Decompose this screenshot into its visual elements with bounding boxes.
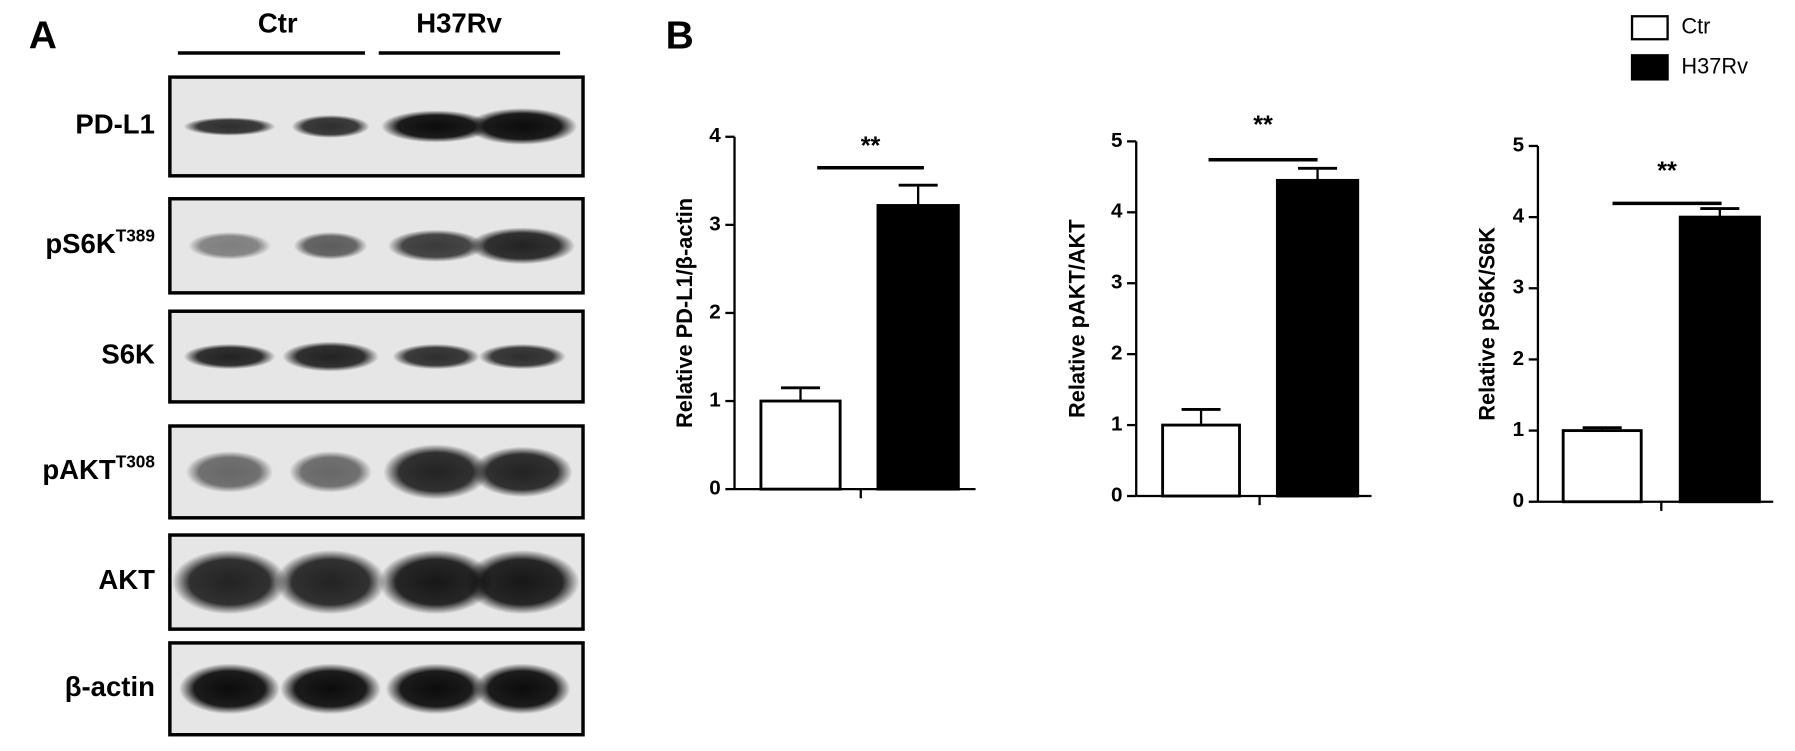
- bar: [759, 399, 842, 491]
- band: [383, 444, 489, 500]
- row-label-text: pAKT: [42, 454, 116, 485]
- band: [469, 227, 575, 265]
- y-tick-label: 5: [1513, 133, 1524, 156]
- y-tick-label: 2: [1513, 347, 1524, 370]
- row-label: β-actin: [65, 671, 155, 702]
- row-label: S6K: [101, 339, 155, 370]
- band: [473, 663, 571, 715]
- panel-label: A: [29, 14, 57, 57]
- y-tick-label: 1: [1111, 413, 1122, 436]
- y-tick-label: 5: [1111, 129, 1122, 152]
- band: [464, 549, 580, 615]
- band: [478, 343, 566, 370]
- bar: [1161, 423, 1241, 498]
- band: [275, 549, 386, 615]
- band: [183, 343, 276, 370]
- row-label-sup: T389: [116, 225, 155, 245]
- band: [381, 110, 492, 143]
- band: [185, 451, 274, 493]
- y-axis-label: Relative pS6K/S6K: [1474, 227, 1499, 421]
- band: [280, 663, 382, 715]
- y-tick-label: 3: [709, 212, 720, 235]
- band: [392, 343, 480, 370]
- y-tick-label: 2: [1111, 342, 1122, 365]
- group-label: Ctr: [258, 8, 298, 39]
- y-tick-label: 1: [709, 388, 720, 411]
- band: [467, 108, 578, 145]
- y-tick-label: 4: [709, 124, 721, 147]
- y-tick-label: 3: [1513, 276, 1524, 299]
- band: [179, 663, 281, 715]
- group-label: H37Rv: [416, 8, 502, 39]
- band: [282, 341, 379, 372]
- significance-label: **: [861, 132, 881, 160]
- y-tick-label: 0: [1111, 483, 1122, 506]
- bar: [1678, 215, 1761, 504]
- row-label: pAKTT308: [42, 451, 155, 485]
- row-label-text: PD-L1: [75, 109, 155, 140]
- y-tick-label: 0: [709, 477, 720, 500]
- y-tick-label: 0: [1513, 489, 1524, 512]
- y-axis-label: Relative PD-L1/β-actin: [672, 198, 697, 428]
- y-tick-label: 1: [1513, 418, 1524, 441]
- band: [293, 232, 368, 260]
- legend-swatch: [1630, 54, 1669, 81]
- panel-label: B: [666, 14, 694, 57]
- row-label: PD-L1: [75, 109, 155, 140]
- blots: PD-L1 pS6KT389 S6K pAKTT308 AKT β-actin: [42, 75, 585, 737]
- band: [387, 229, 485, 262]
- y-tick-label: 2: [709, 300, 720, 323]
- significance-label: **: [1657, 157, 1677, 185]
- legend-label: H37Rv: [1681, 54, 1748, 79]
- row-label-text: AKT: [98, 564, 155, 595]
- legend-swatch: [1630, 15, 1669, 41]
- row-label-text: pS6K: [45, 228, 115, 259]
- row-label-sup: T308: [116, 451, 156, 471]
- y-tick-label: 4: [1513, 205, 1525, 228]
- band: [291, 114, 370, 138]
- row-label: AKT: [98, 564, 155, 595]
- y-tick-label: 4: [1111, 200, 1123, 223]
- significance-label: **: [1253, 111, 1273, 139]
- row-label-text: β-actin: [65, 671, 155, 702]
- legend-label: Ctr: [1681, 14, 1710, 39]
- bar: [876, 204, 960, 491]
- y-tick-label: 3: [1111, 271, 1122, 294]
- band: [289, 451, 372, 493]
- charts: 0 1 2 3 4 ** Relative PD-L1/β-actin 0 1 2 3 4 5 ** Rel…: [672, 111, 1774, 512]
- bar: [1561, 429, 1643, 504]
- row-label: pS6KT389: [45, 225, 155, 259]
- band: [183, 117, 276, 136]
- band: [188, 232, 271, 260]
- band: [385, 663, 487, 715]
- band: [471, 446, 573, 498]
- y-axis-label: Relative pAKT/AKT: [1065, 219, 1090, 418]
- bar: [1275, 178, 1360, 498]
- band: [172, 549, 287, 615]
- row-label-text: S6K: [101, 339, 155, 370]
- band: [378, 549, 494, 615]
